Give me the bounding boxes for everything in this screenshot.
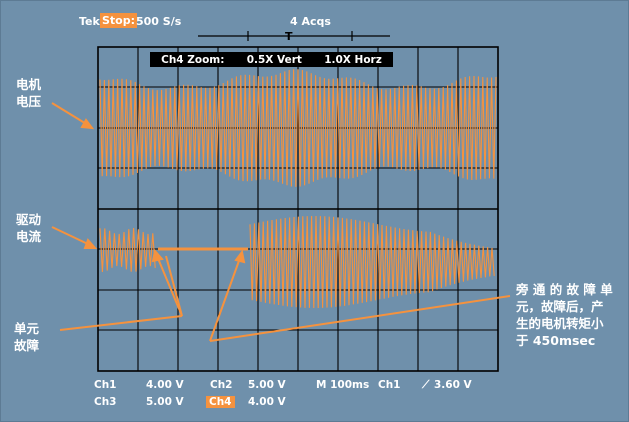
zoom-horz: 1.0X Horz <box>324 53 382 66</box>
sample-rate: 500 S/s <box>136 15 182 28</box>
trigger-slope-icon: ⟋ <box>422 379 430 391</box>
timebase: M 100ms <box>316 379 370 391</box>
brand-label: Tek <box>79 15 100 28</box>
drive-current-label: 驱动 电流 <box>16 212 42 244</box>
bypass-note: 旁 通 的 故 障 单 元，故障后，产 生的电机转矩小 于 450msec <box>516 282 613 348</box>
trigger-marker: T <box>285 30 293 43</box>
motor-voltage-label: 电机 电压 <box>16 77 42 109</box>
zoom-vert: 0.5X Vert <box>246 53 302 66</box>
unit-fault-label: 单元 故障 <box>14 321 40 353</box>
trigger-position-indicator <box>198 31 390 41</box>
ch4-scale: 4.00 V <box>248 396 286 408</box>
zoom-title: Ch4 Zoom: <box>161 53 225 66</box>
trigger-level: 3.60 V <box>434 379 472 391</box>
ch1-label: Ch1 <box>94 379 117 391</box>
zoom-info-bar: Ch4 Zoom: 0.5X Vert 1.0X Horz <box>150 52 393 67</box>
trigger-source: Ch1 <box>378 379 401 391</box>
ch1-scale: 4.00 V <box>146 379 184 391</box>
ch3-scale: 5.00 V <box>146 396 184 408</box>
ch4-label: Ch4 <box>206 396 235 408</box>
ch2-scale: 5.00 V <box>248 379 286 391</box>
ch3-label: Ch3 <box>94 396 117 408</box>
acquisition-count: 4 Acqs <box>290 15 331 28</box>
annotation-arrows <box>51 102 511 342</box>
drive-current-trace <box>99 215 495 309</box>
acquisition-state-badge: Stop: <box>100 13 138 28</box>
ch2-label: Ch2 <box>210 379 233 391</box>
motor-voltage-trace <box>99 69 497 187</box>
